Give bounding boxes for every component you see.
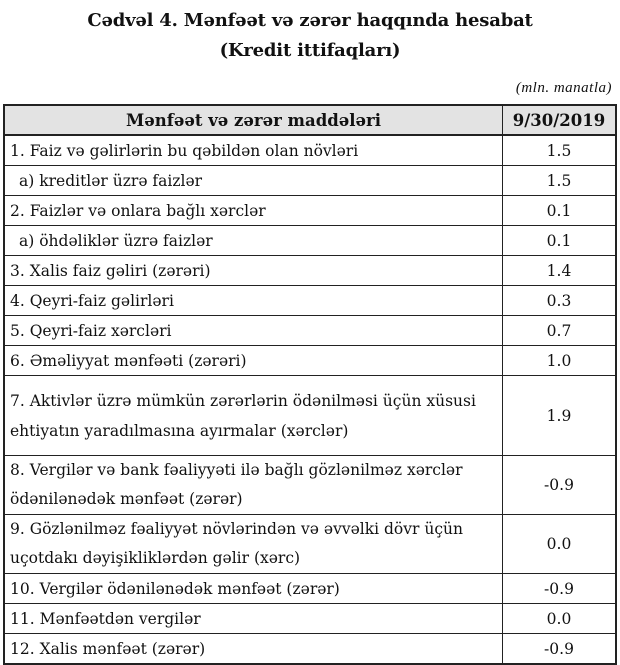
row-label: 8. Vergilər və bank fəaliyyəti ilə bağlı…	[3, 455, 503, 515]
header-date: 9/30/2019	[502, 104, 617, 136]
row-label: 1. Faiz və gəlirlərin bu qəbildən olan n…	[3, 134, 503, 166]
table-row: 5. Qeyri-faiz xərcləri 0.7	[3, 315, 617, 346]
row-label: 2. Faizlər və onlara bağlı xərclər	[3, 195, 503, 226]
row-value: -0.9	[502, 633, 617, 665]
table-row: 11. Mənfəətdən vergilər 0.0	[3, 603, 617, 634]
row-label: 7. Aktivlər üzrə mümkün zərərlərin ödəni…	[3, 375, 503, 456]
table-row: 3. Xalis faiz gəliri (zərəri) 1.4	[3, 255, 617, 286]
row-label: 6. Əməliyyat mənfəəti (zərəri)	[3, 345, 503, 376]
table-row: 4. Qeyri-faiz gəlirləri 0.3	[3, 285, 617, 316]
row-label: 12. Xalis mənfəət (zərər)	[3, 633, 503, 665]
row-value: 1.4	[502, 255, 617, 286]
table-row: a) kreditlər üzrə faizlər 1.5	[3, 165, 617, 196]
row-label: 5. Qeyri-faiz xərcləri	[3, 315, 503, 346]
table-row: 2. Faizlər və onlara bağlı xərclər 0.1	[3, 195, 617, 226]
header-item: Mənfəət və zərər maddələri	[3, 104, 503, 136]
page-subtitle: (Kredit ittifaqları)	[219, 40, 401, 61]
table-row: 8. Vergilər və bank fəaliyyəti ilə bağlı…	[3, 455, 617, 515]
page-title: Cədvəl 4. Mənfəət və zərər haqqında hesa…	[87, 10, 533, 31]
row-label: 9. Gözlənilməz fəaliyyət növlərindən və …	[3, 514, 503, 574]
row-label: a) öhdəliklər üzrə faizlər	[3, 225, 503, 256]
row-value: 1.0	[502, 345, 617, 376]
row-label: 10. Vergilər ödənilənədək mənfəət (zərər…	[3, 573, 503, 604]
row-value: 1.5	[502, 134, 617, 166]
row-value: 0.7	[502, 315, 617, 346]
row-value: -0.9	[502, 573, 617, 604]
header-row: Mənfəət və zərər maddələri 9/30/2019	[3, 104, 617, 136]
row-value: 1.9	[502, 375, 617, 456]
table-row: 1. Faiz və gəlirlərin bu qəbildən olan n…	[3, 134, 617, 166]
income-statement-table: Mənfəət və zərər maddələri 9/30/2019 1. …	[3, 104, 617, 665]
row-value: 1.5	[502, 165, 617, 196]
table-row: 10. Vergilər ödənilənədək mənfəət (zərər…	[3, 573, 617, 604]
table-row: 7. Aktivlər üzrə mümkün zərərlərin ödəni…	[3, 375, 617, 456]
row-value: 0.0	[502, 514, 617, 574]
table-row: 9. Gözlənilməz fəaliyyət növlərindən və …	[3, 514, 617, 574]
unit-note: (mln. manatla)	[515, 80, 612, 96]
row-label: a) kreditlər üzrə faizlər	[3, 165, 503, 196]
row-value: 0.1	[502, 225, 617, 256]
row-value: 0.1	[502, 195, 617, 226]
row-label: 11. Mənfəətdən vergilər	[3, 603, 503, 634]
row-value: 0.0	[502, 603, 617, 634]
row-value: -0.9	[502, 455, 617, 515]
table-row: 6. Əməliyyat mənfəəti (zərəri) 1.0	[3, 345, 617, 376]
row-label: 3. Xalis faiz gəliri (zərəri)	[3, 255, 503, 286]
table-row: 12. Xalis mənfəət (zərər) -0.9	[3, 633, 617, 665]
row-label: 4. Qeyri-faiz gəlirləri	[3, 285, 503, 316]
row-value: 0.3	[502, 285, 617, 316]
table-row: a) öhdəliklər üzrə faizlər 0.1	[3, 225, 617, 256]
